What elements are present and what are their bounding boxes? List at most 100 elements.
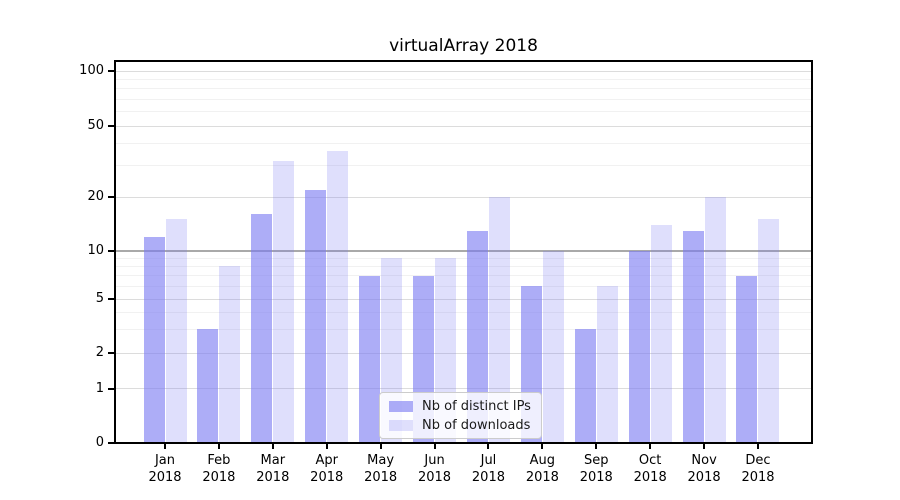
x-tick-year: 2018 bbox=[525, 470, 559, 485]
bar-distinct-ips-may bbox=[359, 275, 381, 443]
x-tick-year: 2018 bbox=[256, 470, 290, 485]
x-tick-label-jun: Jun 2018 bbox=[405, 452, 465, 486]
x-tick-label-feb: Feb 2018 bbox=[189, 452, 249, 486]
y-tick-mark bbox=[108, 125, 114, 127]
x-tick-mark bbox=[703, 443, 706, 449]
plot-area: Nb of distinct IPs Nb of downloads bbox=[114, 60, 813, 444]
x-tick-mark bbox=[379, 443, 382, 449]
y-tick-label: 100 bbox=[79, 63, 104, 78]
bar-distinct-ips-jul bbox=[466, 230, 488, 443]
right-spine bbox=[811, 60, 813, 444]
x-tick-mark bbox=[217, 443, 220, 449]
emphasized-gridline bbox=[115, 250, 812, 252]
bar-distinct-ips-mar bbox=[251, 214, 273, 443]
x-tick-month: Aug bbox=[529, 453, 556, 468]
x-tick-label-sep: Sep 2018 bbox=[566, 452, 626, 486]
y-tick-mark bbox=[108, 387, 114, 390]
minor-gridline bbox=[115, 311, 812, 313]
x-tick-mark bbox=[595, 443, 598, 449]
y-tick-label: 0 bbox=[95, 435, 104, 450]
x-tick-label-nov: Nov 2018 bbox=[674, 452, 734, 486]
bar-downloads-oct bbox=[650, 224, 672, 443]
x-tick-label-aug: Aug 2018 bbox=[512, 452, 572, 486]
legend: Nb of distinct IPs Nb of downloads bbox=[379, 392, 542, 439]
y-tick-label: 2 bbox=[95, 345, 104, 360]
x-tick-mark bbox=[325, 443, 328, 449]
x-tick-year: 2018 bbox=[741, 470, 775, 485]
y-tick-mark bbox=[108, 70, 114, 72]
x-tick-year: 2018 bbox=[633, 470, 667, 485]
x-tick-year: 2018 bbox=[364, 470, 398, 485]
x-tick-month: Jul bbox=[480, 453, 497, 468]
bar-downloads-jan bbox=[165, 219, 187, 443]
x-tick-month: May bbox=[367, 453, 395, 468]
minor-gridline bbox=[115, 98, 812, 100]
major-gridline bbox=[115, 388, 812, 389]
bar-distinct-ips-feb bbox=[197, 329, 219, 443]
x-tick-month: Nov bbox=[691, 453, 717, 468]
bar-distinct-ips-jan bbox=[143, 236, 165, 443]
x-tick-label-apr: Apr 2018 bbox=[297, 452, 357, 486]
major-gridline bbox=[115, 196, 812, 198]
x-tick-month: Mar bbox=[260, 453, 286, 468]
x-tick-label-mar: Mar 2018 bbox=[243, 452, 303, 486]
legend-swatch-downloads bbox=[389, 419, 413, 431]
bar-downloads-aug bbox=[542, 251, 564, 443]
x-tick-mark bbox=[541, 443, 544, 449]
x-tick-year: 2018 bbox=[202, 470, 236, 485]
x-tick-label-may: May 2018 bbox=[351, 452, 411, 486]
legend-label-distinct-ips: Nb of distinct IPs bbox=[422, 398, 531, 414]
bar-downloads-mar bbox=[273, 160, 295, 443]
legend-entry-downloads: Nb of downloads bbox=[389, 417, 531, 433]
x-tick-month: Feb bbox=[207, 453, 231, 468]
minor-gridline bbox=[115, 111, 812, 113]
y-tick-mark bbox=[108, 196, 114, 198]
x-tick-month: Oct bbox=[638, 453, 662, 468]
top-spine bbox=[115, 60, 812, 62]
y-tick-label: 20 bbox=[87, 189, 104, 204]
x-tick-year: 2018 bbox=[687, 470, 721, 485]
x-axis-line bbox=[115, 442, 812, 444]
x-tick-mark bbox=[649, 443, 652, 449]
minor-gridline bbox=[115, 265, 812, 267]
legend-label-downloads: Nb of downloads bbox=[422, 417, 531, 433]
chart-title: virtualArray 2018 bbox=[389, 36, 538, 56]
x-tick-mark bbox=[487, 443, 490, 449]
x-tick-year: 2018 bbox=[579, 470, 613, 485]
bar-downloads-apr bbox=[327, 151, 349, 443]
x-tick-mark bbox=[756, 443, 759, 449]
major-gridline bbox=[115, 125, 812, 127]
x-tick-month: Jun bbox=[424, 453, 445, 468]
bar-distinct-ips-sep bbox=[574, 329, 596, 443]
minor-gridline bbox=[115, 88, 812, 90]
minor-gridline bbox=[115, 142, 812, 144]
bar-downloads-nov bbox=[704, 197, 726, 443]
bar-distinct-ips-apr bbox=[305, 189, 327, 443]
minor-gridline bbox=[115, 328, 812, 330]
minor-gridline bbox=[115, 285, 812, 287]
bar-downloads-feb bbox=[219, 266, 241, 443]
y-tick-label: 1 bbox=[95, 380, 104, 396]
x-tick-year: 2018 bbox=[310, 470, 344, 485]
bar-distinct-ips-nov bbox=[682, 230, 704, 443]
y-tick-mark bbox=[108, 442, 114, 444]
minor-gridline bbox=[115, 275, 812, 277]
major-gridline bbox=[115, 298, 812, 300]
legend-entry-distinct-ips: Nb of distinct IPs bbox=[389, 398, 531, 414]
x-tick-mark bbox=[164, 443, 166, 449]
y-tick-mark bbox=[108, 298, 114, 300]
x-tick-year: 2018 bbox=[417, 470, 452, 485]
x-tick-label-jan: Jan 2018 bbox=[135, 452, 195, 486]
bar-downloads-dec bbox=[758, 219, 780, 443]
x-tick-month: Jan bbox=[154, 453, 176, 468]
x-tick-label-oct: Oct 2018 bbox=[620, 452, 680, 486]
bar-downloads-jul bbox=[488, 197, 510, 443]
y-tick-mark bbox=[108, 250, 114, 252]
bar-distinct-ips-oct bbox=[628, 251, 650, 443]
minor-gridline bbox=[115, 78, 812, 80]
x-tick-mark bbox=[433, 443, 436, 449]
x-tick-month: Dec bbox=[745, 453, 771, 468]
y-tick-label: 5 bbox=[95, 291, 104, 306]
x-tick-label-dec: Dec 2018 bbox=[728, 452, 788, 486]
bar-downloads-sep bbox=[596, 286, 618, 443]
